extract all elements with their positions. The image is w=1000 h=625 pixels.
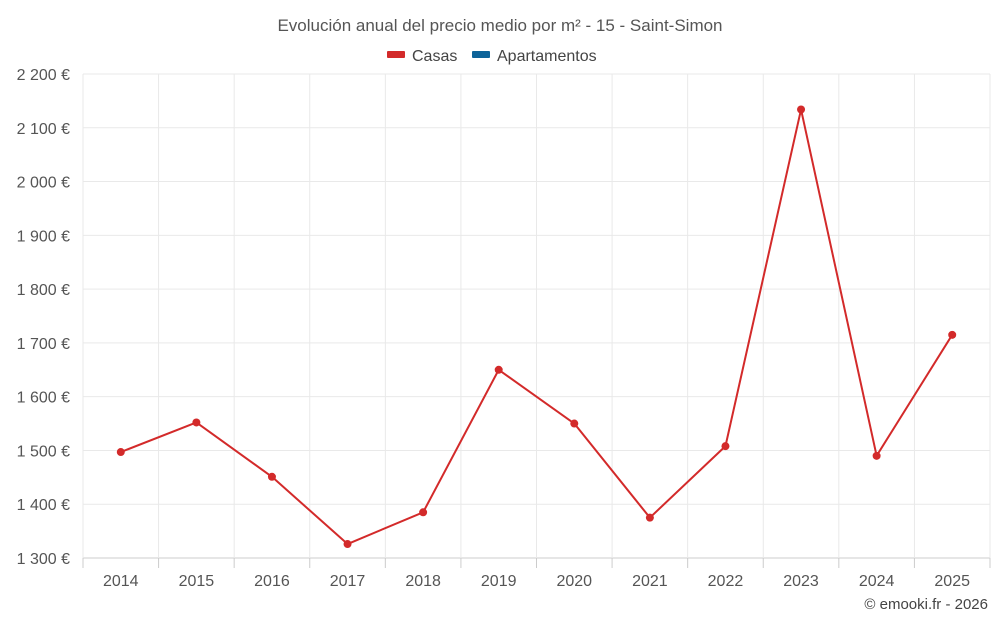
data-point-2024[interactable]: [872, 451, 881, 460]
y-tick-label: 2 100 €: [17, 121, 70, 138]
data-point-2020[interactable]: [570, 419, 579, 428]
data-point-2022[interactable]: [721, 442, 730, 451]
x-tick-label: 2022: [708, 573, 744, 590]
legend-swatch-casas: [387, 51, 405, 58]
y-tick-label: 1 300 €: [17, 551, 70, 568]
legend-item-apartamentos[interactable]: Apartamentos: [472, 48, 597, 65]
y-tick-label: 1 500 €: [17, 443, 70, 460]
legend: Casas Apartamentos: [387, 48, 597, 65]
data-point-2016[interactable]: [267, 472, 276, 481]
x-tick-label: 2016: [254, 573, 290, 590]
x-tick-label: 2023: [783, 573, 819, 590]
data-point-2014[interactable]: [116, 448, 125, 457]
y-tick-label: 2 000 €: [17, 175, 70, 192]
y-tick-label: 2 200 €: [17, 67, 70, 84]
legend-label-casas[interactable]: Casas: [412, 48, 457, 65]
x-tick-label: 2018: [405, 573, 441, 590]
x-tick-label: 2015: [179, 573, 215, 590]
series-line-casas: [120, 108, 954, 546]
y-tick-label: 1 800 €: [17, 282, 70, 299]
data-point-2023[interactable]: [797, 105, 806, 114]
x-axis-ticks: 2014 2015 2016 2017 2018 2019 2020 2021 2022 2023…: [103, 573, 970, 590]
grid: [82, 73, 991, 568]
credit-text: © emooki.fr - 2026: [864, 596, 988, 613]
data-point-2017[interactable]: [343, 540, 352, 549]
x-tick-label: 2025: [934, 573, 970, 590]
data-point-2021[interactable]: [645, 513, 654, 522]
y-tick-label: 1 600 €: [17, 390, 70, 407]
x-tick-label: 2019: [481, 573, 517, 590]
y-axis-ticks: 1 300 € 1 400 € 1 500 € 1 600 € 1 700 € 1 800…: [17, 67, 70, 568]
legend-label-apartamentos[interactable]: Apartamentos: [497, 48, 597, 65]
data-point-2025[interactable]: [948, 330, 957, 339]
chart-title: Evolución anual del precio medio por m² …: [277, 16, 722, 35]
series-casas: [116, 105, 957, 549]
data-point-2018[interactable]: [419, 508, 428, 517]
x-tick-label: 2014: [103, 573, 139, 590]
x-tick-label: 2020: [556, 573, 592, 590]
data-point-2019[interactable]: [494, 365, 503, 374]
x-tick-label: 2021: [632, 573, 668, 590]
y-tick-label: 1 400 €: [17, 497, 70, 514]
legend-item-casas[interactable]: Casas: [387, 48, 457, 65]
y-tick-label: 1 700 €: [17, 336, 70, 353]
legend-swatch-apartamentos: [472, 51, 490, 58]
x-tick-label: 2024: [859, 573, 895, 590]
x-tick-label: 2017: [330, 573, 366, 590]
y-tick-label: 1 900 €: [17, 228, 70, 245]
data-point-2015[interactable]: [192, 418, 201, 427]
